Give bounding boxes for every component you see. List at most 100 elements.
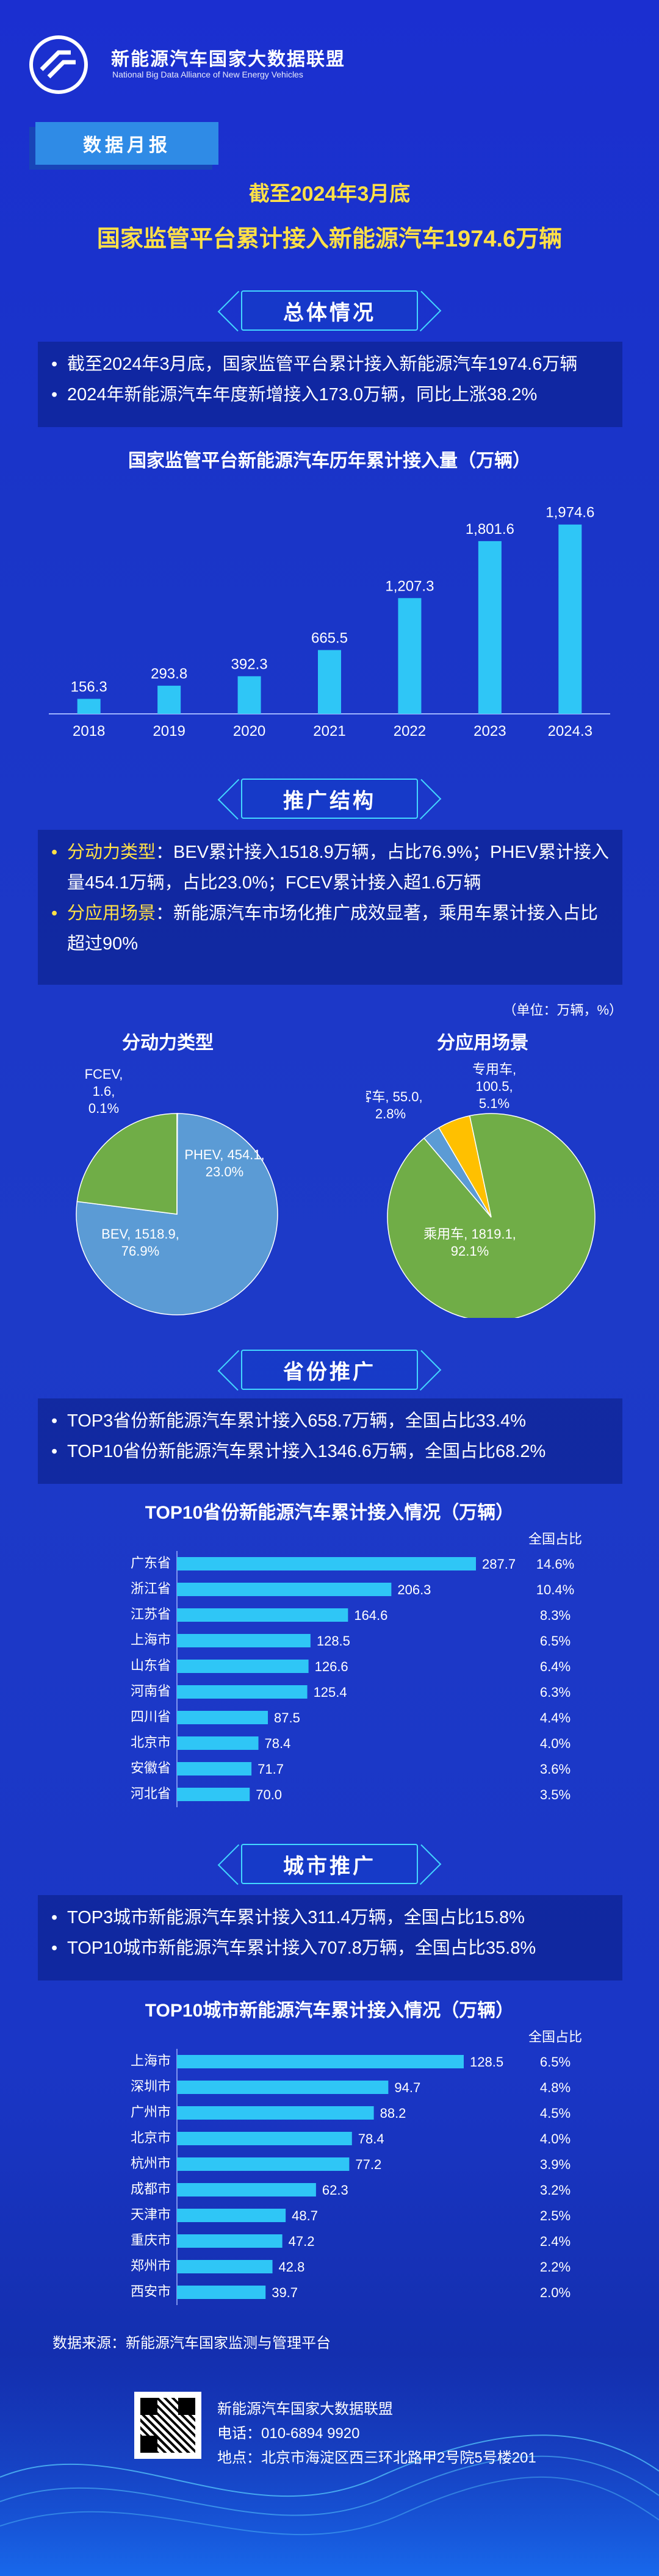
pie-slice-label: 乘用车, 1819.1,	[423, 1226, 516, 1242]
bar	[478, 541, 502, 714]
bar-value-label: 1,207.3	[385, 578, 434, 594]
y-tick-label: 广东省	[131, 1555, 171, 1570]
bar	[237, 676, 261, 714]
share-value: 3.5%	[540, 1787, 571, 1802]
x-tick-label: 2019	[153, 723, 185, 739]
pie-slice-label: BEV, 1518.9,	[101, 1226, 179, 1242]
bullet-item: 截至2024年3月底，国家监管平台累计接入新能源汽车1974.6万辆	[51, 349, 609, 380]
y-tick-label: 郑州市	[131, 2258, 171, 2273]
pie-chart-scene: 乘用车, 1819.1,92.1% 客车, 55.0, 2.8% 专用车, 100.5,…	[366, 1062, 596, 1318]
share-value: 8.3%	[540, 1608, 571, 1623]
share-value: 2.5%	[540, 2208, 571, 2223]
share-value: 4.0%	[540, 1736, 571, 1751]
share-value: 6.5%	[540, 2054, 571, 2070]
bar-value-label: 62.3	[322, 2182, 348, 2198]
footer-org: 新能源汽车国家大数据联盟	[217, 2401, 393, 2417]
bar	[177, 2260, 273, 2273]
pie-slice-label: 76.9%	[121, 1243, 159, 1259]
y-tick-label: 江苏省	[131, 1606, 171, 1622]
bar-value-label: 156.3	[71, 678, 107, 695]
pie-slice	[438, 1115, 492, 1218]
pie-slice-label: FCEV,	[85, 1067, 123, 1082]
bar	[157, 685, 181, 714]
bar-value-label: 164.6	[354, 1608, 387, 1623]
logo-mark-icon	[40, 50, 76, 79]
section-title-structure: 推广结构	[241, 779, 418, 819]
y-tick-label: 安徽省	[131, 1760, 171, 1775]
section-title-text: 城市推广	[283, 1854, 376, 1878]
bar	[177, 1583, 392, 1596]
pie-slice	[76, 1113, 178, 1215]
footer-wave-decoration	[0, 2355, 659, 2576]
bar	[177, 1557, 476, 1570]
bar	[177, 2106, 374, 2120]
data-source: 数据来源：新能源汽车国家监测与管理平台	[52, 2335, 331, 2351]
chart-title-city: TOP10城市新能源汽车累计接入情况（万辆）	[145, 2001, 514, 2021]
report-tag: 数据月报	[35, 122, 218, 165]
pie-slice-label: 92.1%	[451, 1243, 489, 1259]
pie-slice-label: 专用车,	[472, 1062, 516, 1077]
bar-value-label: 287.7	[482, 1556, 516, 1572]
section-title-text: 推广结构	[283, 789, 376, 813]
share-value: 4.5%	[540, 2106, 571, 2121]
bar	[177, 1634, 311, 1647]
y-tick-label: 天津市	[131, 2207, 171, 2222]
bar-value-label: 47.2	[289, 2234, 315, 2249]
bar	[177, 1685, 308, 1699]
bar	[398, 598, 422, 714]
share-value: 3.9%	[540, 2157, 571, 2172]
y-tick-label: 重庆市	[131, 2232, 171, 2248]
share-value: 4.8%	[540, 2080, 571, 2095]
y-tick-label: 北京市	[131, 1735, 171, 1750]
bar	[177, 1788, 250, 1801]
footer-address: 地点：北京市海淀区西三环北路甲2号院5号楼201	[217, 2450, 536, 2466]
y-tick-label: 浙江省	[131, 1581, 171, 1596]
share-value: 2.4%	[540, 2234, 571, 2249]
bullet-item: TOP10城市新能源汽车累计接入707.8万辆，全国占比35.8%	[51, 1933, 609, 1963]
pie-slice-label: 2.8%	[375, 1106, 406, 1121]
province-bullets: TOP3省份新能源汽车累计接入658.7万辆，全国占比33.4% TOP10省份…	[38, 1398, 622, 1484]
bar-value-label: 78.4	[265, 1736, 291, 1751]
bullet-item: TOP3省份新能源汽车累计接入658.7万辆，全国占比33.4%	[51, 1406, 609, 1436]
y-tick-label: 西安市	[131, 2284, 171, 2299]
pie-slice-label: 1.6,	[93, 1084, 115, 1099]
y-tick-label: 北京市	[131, 2130, 171, 2145]
section-title-overview: 总体情况	[241, 290, 418, 331]
bar-value-label: 128.5	[470, 2054, 503, 2070]
bar	[177, 1660, 309, 1673]
share-value: 3.6%	[540, 1761, 571, 1777]
x-tick-label: 2021	[313, 723, 345, 739]
bar-value-label: 88.2	[380, 2106, 406, 2121]
pie-slice-label: 5.1%	[479, 1096, 510, 1111]
bullet-text: ：BEV累计接入1518.9万辆，占比76.9%；PHEV累计接入量454.1万…	[67, 843, 609, 893]
bar	[318, 650, 341, 714]
bar-value-label: 39.7	[272, 2285, 298, 2300]
bar	[177, 2081, 389, 2094]
bar-value-label: 42.8	[279, 2259, 305, 2275]
overview-bullets: 截至2024年3月底，国家监管平台累计接入新能源汽车1974.6万辆 2024年…	[38, 342, 622, 427]
share-header: 全国占比	[528, 2029, 582, 2045]
x-tick-label: 2024.3	[548, 723, 592, 739]
bar	[177, 2183, 316, 2196]
share-value: 10.4%	[536, 1582, 574, 1597]
footer-phone: 电话：010-6894 9920	[217, 2425, 360, 2442]
share-value: 6.4%	[540, 1659, 571, 1674]
bullet-item: 分动力类型：BEV累计接入1518.9万辆，占比76.9%；PHEV累计接入量4…	[51, 837, 609, 898]
qr-code[interactable]	[134, 2392, 201, 2459]
bar	[177, 1736, 259, 1750]
bullet-label: 分动力类型	[67, 843, 156, 862]
bar	[177, 2157, 350, 2171]
bullet-item: 分应用场景：新能源汽车市场化推广成效显著，乘用车累计接入占比超过90%	[51, 898, 609, 959]
bullet-item: 2024年新能源汽车年度新增接入173.0万辆，同比上涨38.2%	[51, 380, 609, 410]
share-value: 6.3%	[540, 1685, 571, 1700]
bar-value-label: 125.4	[314, 1685, 347, 1700]
bar-value-label: 78.4	[358, 2131, 384, 2146]
bar	[558, 524, 582, 714]
bar-value-label: 77.2	[355, 2157, 381, 2172]
share-header: 全国占比	[528, 1531, 582, 1547]
y-tick-label: 河南省	[131, 1683, 171, 1699]
section-title-text: 总体情况	[283, 301, 376, 325]
brand-name-cn: 新能源汽车国家大数据联盟	[111, 49, 345, 70]
bullet-item: TOP10省份新能源汽车累计接入1346.6万辆，全国占比68.2%	[51, 1436, 609, 1467]
share-value: 2.0%	[540, 2285, 571, 2300]
